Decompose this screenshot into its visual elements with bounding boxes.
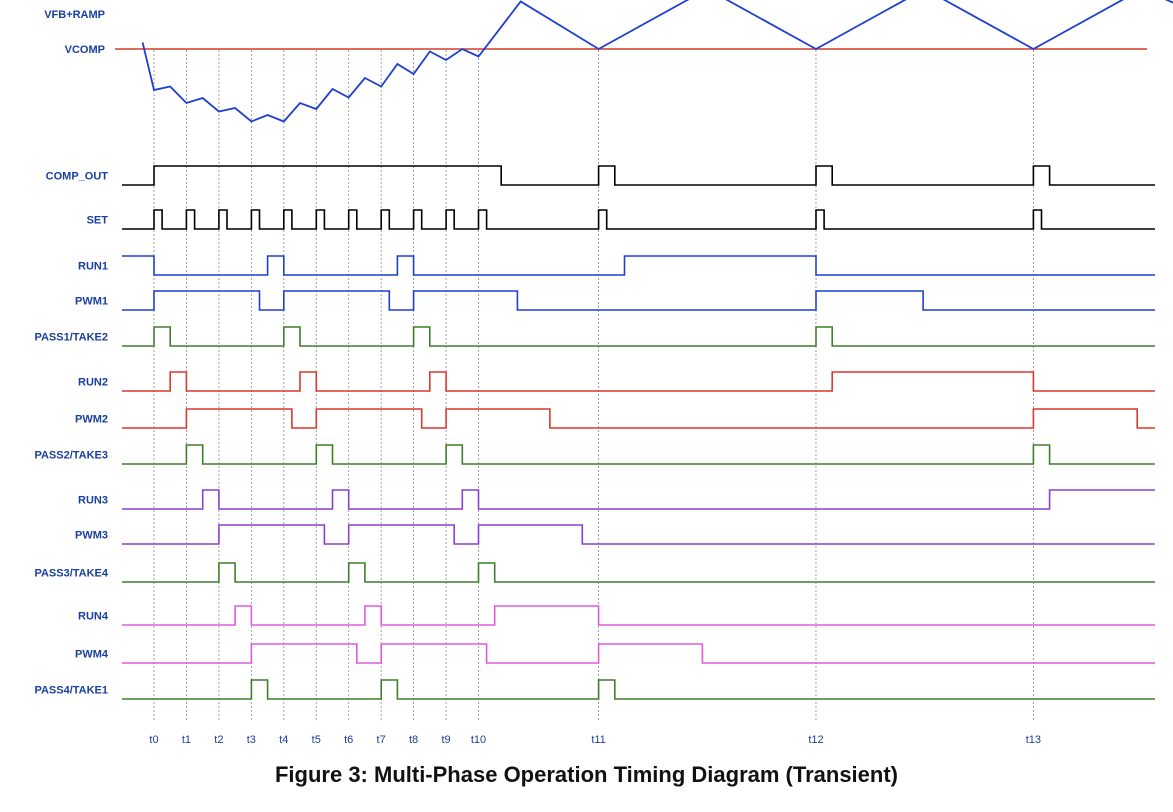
digital-section: COMP_OUT SET RUN1 PWM1 PASS1/TAKE2 RUN2 PWM2 PA… xyxy=(34,165,1155,700)
figure-caption: Figure 3: Multi-Phase Operation Timing D… xyxy=(274,762,898,787)
time-label-t7: t7 xyxy=(377,734,386,746)
pwm2-trace xyxy=(122,408,1155,429)
time-label-t2: t2 xyxy=(214,734,223,746)
pwm4-label: PWM4 xyxy=(75,649,109,661)
run3-trace xyxy=(122,489,1155,510)
time-label-t5: t5 xyxy=(312,734,321,746)
pass1-take2-label: PASS1/TAKE2 xyxy=(34,332,108,344)
time-label-t6: t6 xyxy=(344,734,353,746)
run1-label: RUN1 xyxy=(78,261,108,273)
set-label: SET xyxy=(87,215,109,227)
timing-diagram: VCOMP VFB+RAMP COMP_OUT SET RUN1 PWM1 PASS1/T… xyxy=(34,0,1173,746)
pwm4-trace xyxy=(122,643,1155,664)
pwm1-label: PWM1 xyxy=(75,296,108,308)
time-label-t9: t9 xyxy=(441,734,450,746)
pwm3-label: PWM3 xyxy=(75,530,108,542)
run4-label: RUN4 xyxy=(78,611,109,623)
time-label-t4: t4 xyxy=(279,734,288,746)
time-axis-labels: t0 t1 t2 t3 t4 t5 t6 t7 t8 t9 t10 t11 t12 t13 xyxy=(149,734,1041,746)
time-label-t10: t10 xyxy=(471,734,486,746)
pass4-take1-label: PASS4/TAKE1 xyxy=(34,685,108,697)
pwm2-label: PWM2 xyxy=(75,414,108,426)
time-gridlines xyxy=(153,50,1034,722)
pass3-take4-label: PASS3/TAKE4 xyxy=(34,568,108,580)
run4-trace xyxy=(122,605,1155,626)
analog-section: VCOMP VFB+RAMP xyxy=(44,0,1173,123)
run3-label: RUN3 xyxy=(78,495,108,507)
pass2-take3-label: PASS2/TAKE3 xyxy=(34,450,108,462)
pass4-take1-trace xyxy=(122,679,1155,700)
time-label-t1: t1 xyxy=(182,734,191,746)
time-label-t12: t12 xyxy=(808,734,823,746)
run2-label: RUN2 xyxy=(78,377,108,389)
vfb-ramp-label: VFB+RAMP xyxy=(44,9,105,21)
comp-out-label: COMP_OUT xyxy=(46,171,109,183)
vfb-ramp-trace xyxy=(141,0,1173,123)
time-label-t13: t13 xyxy=(1026,734,1041,746)
run2-trace xyxy=(122,371,1155,392)
time-label-t3: t3 xyxy=(247,734,256,746)
time-label-t11: t11 xyxy=(591,734,605,746)
comp-out-trace xyxy=(122,165,1155,186)
pwm3-trace xyxy=(122,524,1155,545)
run1-trace xyxy=(122,255,1155,276)
pass1-take2-trace xyxy=(122,326,1155,347)
pass2-take3-trace xyxy=(122,444,1155,465)
time-label-t8: t8 xyxy=(409,734,418,746)
time-label-t0: t0 xyxy=(149,734,158,746)
set-trace xyxy=(122,209,1155,230)
pwm1-trace xyxy=(122,290,1155,311)
vcomp-label: VCOMP xyxy=(65,44,105,56)
pass3-take4-trace xyxy=(122,562,1155,583)
